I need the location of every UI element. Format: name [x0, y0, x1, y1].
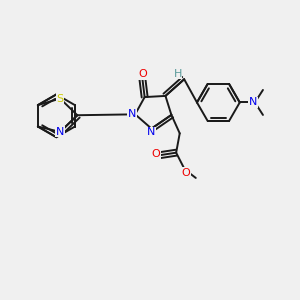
Text: N: N [249, 98, 257, 107]
Text: N: N [147, 127, 156, 137]
Text: O: O [138, 69, 147, 79]
Text: N: N [128, 109, 136, 119]
Text: O: O [152, 148, 161, 159]
Text: O: O [182, 168, 190, 178]
Text: N: N [56, 127, 64, 137]
Text: S: S [57, 94, 64, 103]
Text: H: H [173, 69, 182, 79]
